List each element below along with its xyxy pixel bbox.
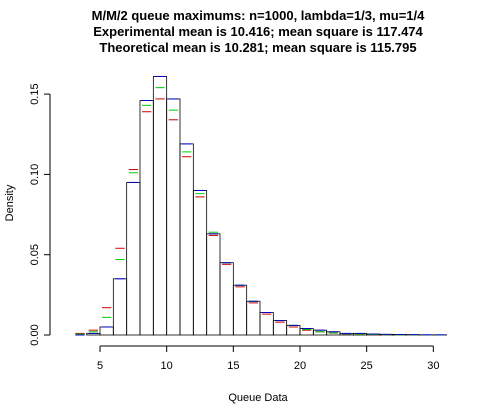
chart-title-line-1: M/M/2 queue maximums: n=1000, lambda=1/3…	[92, 8, 425, 23]
histogram-bar	[232, 284, 248, 336]
x-axis: 5 10 15 20 25 30	[97, 345, 439, 372]
y-tick-label: 0.15	[29, 83, 41, 104]
histogram-bar	[139, 100, 154, 336]
histogram-bar	[192, 190, 208, 336]
histogram-bar	[312, 329, 328, 336]
x-tick-label: 25	[361, 360, 373, 372]
y-tick-label: 0.10	[29, 164, 41, 185]
histogram-bar	[219, 262, 234, 336]
x-axis-label: Queue Data	[228, 392, 288, 404]
density-marks	[75, 75, 445, 336]
histogram-bar	[112, 278, 128, 336]
y-axis-label: Density	[4, 184, 16, 221]
x-tick-label: 5	[97, 360, 103, 372]
histogram-bar	[152, 76, 168, 336]
x-tick-label: 30	[427, 360, 439, 372]
histogram-bar	[206, 233, 221, 336]
y-tick-label: 0.05	[29, 244, 41, 265]
histogram-bar	[246, 300, 261, 336]
histogram-bars	[86, 76, 448, 336]
histogram-bar	[99, 326, 114, 336]
x-tick-label: 15	[227, 360, 239, 372]
x-tick-label: 20	[294, 360, 306, 372]
histogram-bar	[166, 98, 181, 336]
histogram-bar	[179, 143, 194, 336]
x-tick-label: 10	[161, 360, 173, 372]
y-axis: 0.00 0.05 0.10 0.15	[29, 83, 51, 346]
y-tick-label: 0.00	[29, 324, 41, 345]
chart-title-line-3: Theoretical mean is 10.281; mean square …	[99, 40, 416, 55]
histogram-bar	[272, 320, 288, 336]
histogram-bar	[259, 312, 274, 336]
histogram-bar	[126, 182, 141, 336]
chart-title-line-2: Experimental mean is 10.416; mean square…	[93, 24, 423, 39]
